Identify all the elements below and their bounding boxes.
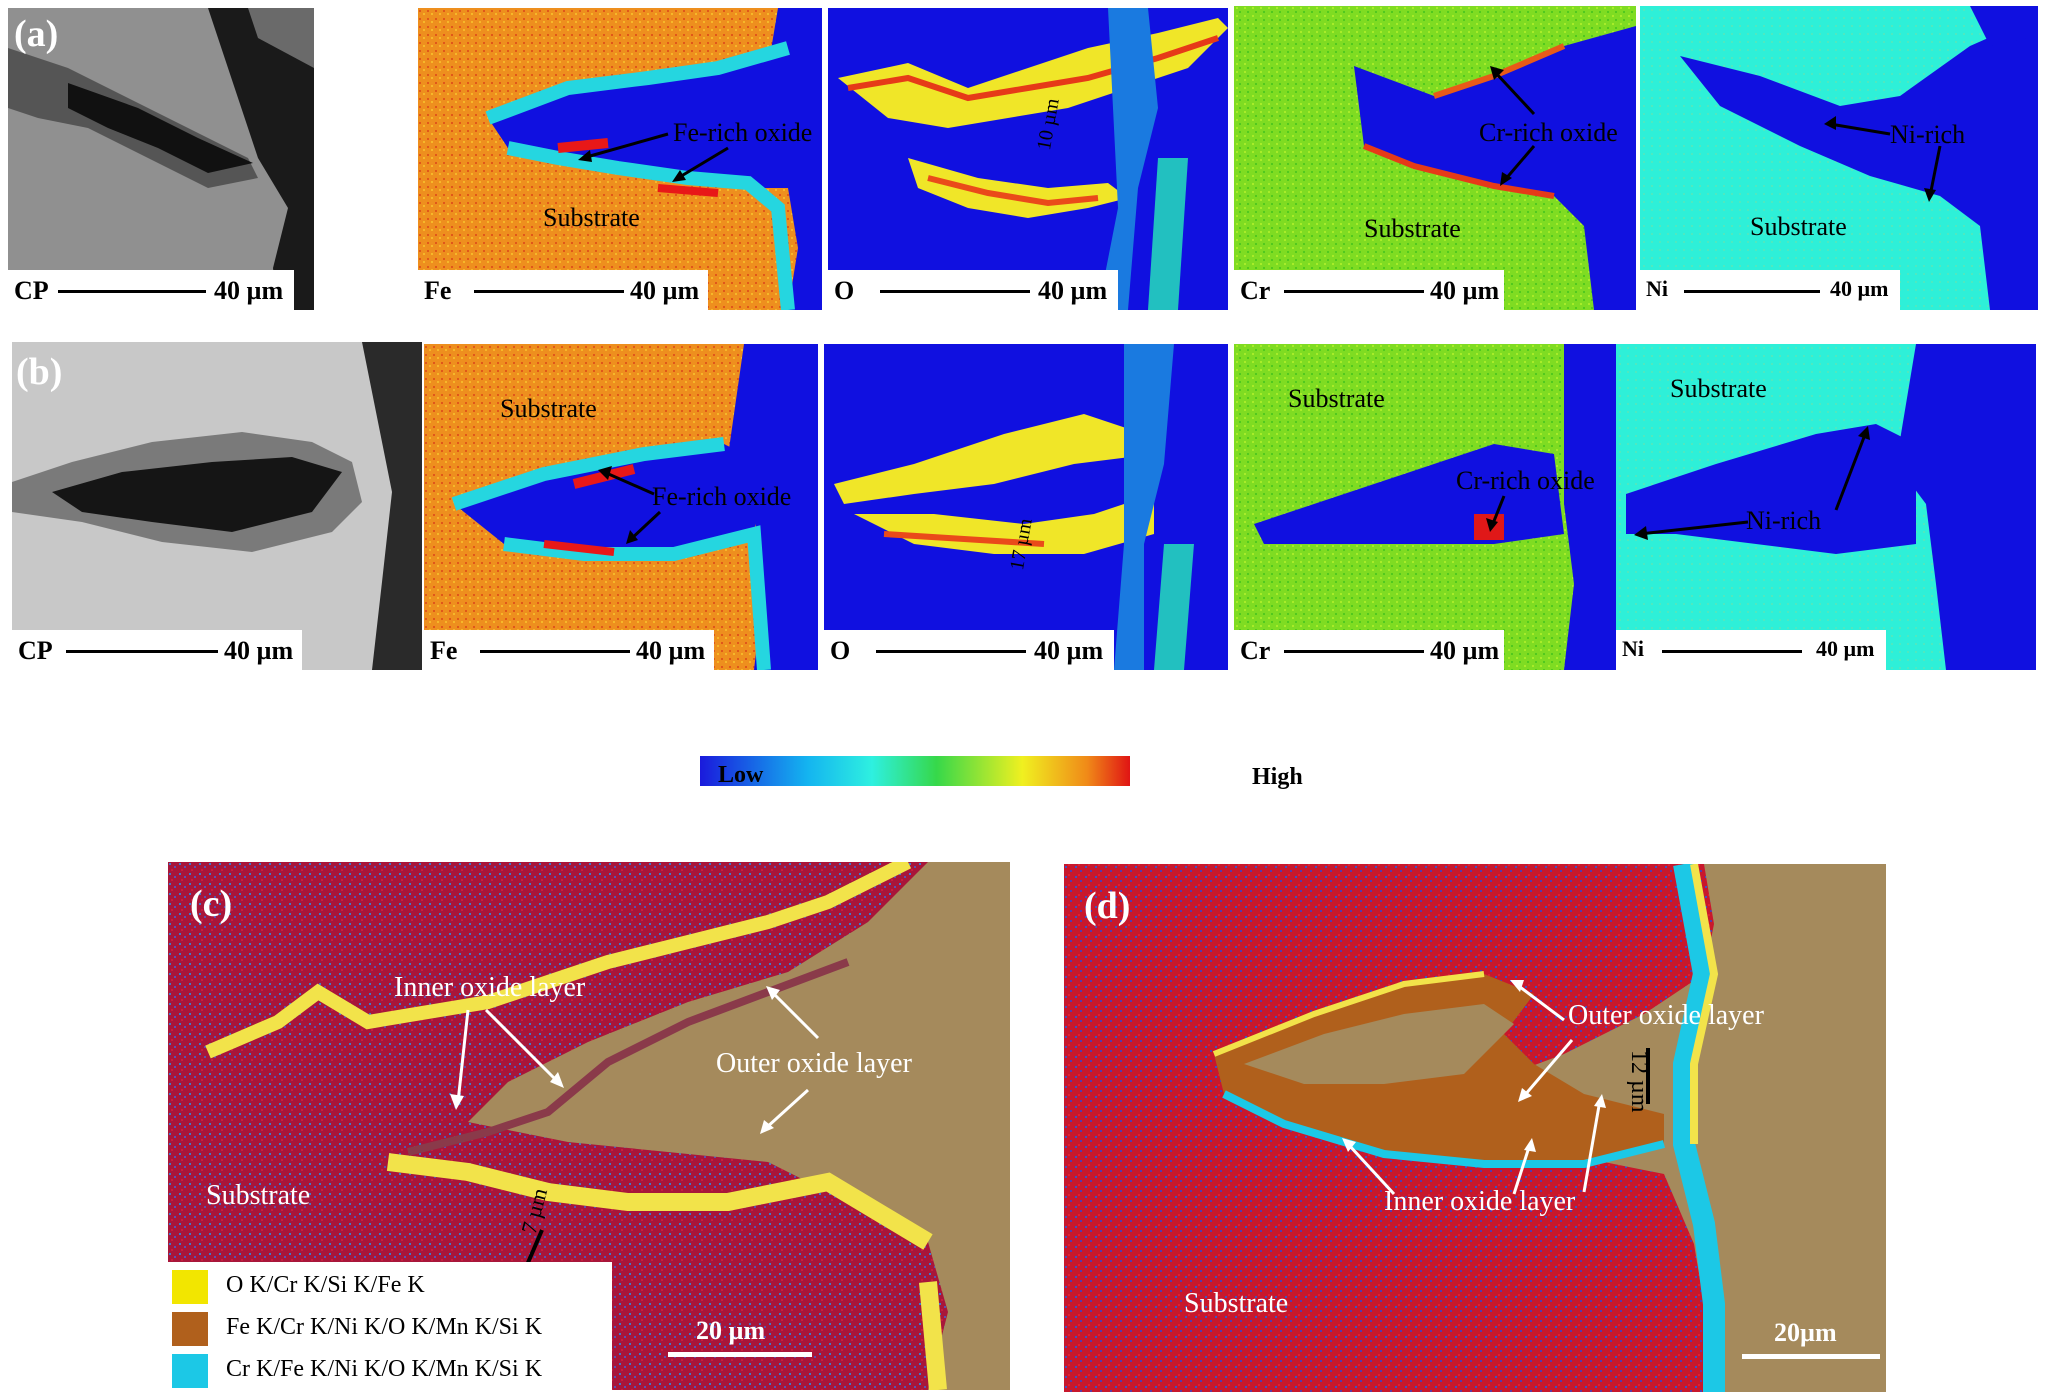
- colorbar: Low High: [700, 756, 1340, 806]
- legend-label: O K/Cr K/Si K/Fe K: [226, 1272, 425, 1298]
- element-label: CP: [14, 276, 49, 305]
- scale-strip: CP 40 µm: [12, 630, 302, 670]
- outer-oxide-layer-label: Outer oxide layer: [716, 1048, 912, 1079]
- element-label: Ni: [1622, 636, 1644, 661]
- colorbar-low-label: Low: [718, 762, 764, 788]
- panel-d-map: (d) Outer oxide layer Inner oxide layer …: [1064, 864, 1886, 1392]
- scale-strip: Cr 40 µm: [1234, 630, 1504, 670]
- legend: O K/Cr K/Si K/Fe K Fe K/Cr K/Ni K/O K/Mn…: [168, 1262, 612, 1390]
- panel-letter-b: (b): [16, 351, 63, 393]
- scale-bar: [880, 290, 1030, 293]
- scale-bar: [58, 290, 206, 293]
- fe-rich-oxide-label: Fe-rich oxide: [652, 482, 792, 511]
- inner-oxide-layer-label: Inner oxide layer: [1384, 1186, 1576, 1217]
- scale-bar: [1662, 650, 1802, 653]
- outer-oxide-layer-label: Outer oxide layer: [1568, 1000, 1764, 1031]
- substrate-label: Substrate: [1184, 1288, 1289, 1319]
- cp-image-a: [8, 8, 314, 310]
- o-map-b: [824, 344, 1228, 670]
- panel-c-map: (c) Inner oxide layer Outer oxide layer …: [168, 862, 1010, 1390]
- ni-map-a: [1640, 6, 2038, 310]
- row-a-o-map: 10 µm O 40 µm: [828, 8, 1228, 310]
- fe-map-b: [424, 344, 818, 670]
- legend-label: Fe K/Cr K/Ni K/O K/Mn K/Si K: [226, 1314, 543, 1340]
- scale-strip: CP 40 µm: [8, 270, 294, 310]
- phase-map-d: [1064, 864, 1886, 1392]
- scale-bar: [668, 1352, 812, 1357]
- element-label: O: [830, 636, 851, 665]
- scale-label: 40 µm: [636, 636, 706, 665]
- element-label: Cr: [1240, 636, 1271, 665]
- row-a-fe-map: Fe-rich oxide Substrate Fe 40 µm: [418, 8, 822, 310]
- scale-bar: [1684, 290, 1820, 293]
- thickness-label: 12 µm: [1626, 1050, 1652, 1113]
- scale-bar: [480, 650, 630, 653]
- substrate-label: Substrate: [206, 1180, 311, 1211]
- scale-strip: Ni 40 µm: [1616, 630, 1886, 670]
- row-b-cr-map: Substrate Cr-rich oxide Cr 40 µm: [1234, 344, 1634, 670]
- ni-rich-label: Ni-rich: [1746, 506, 1822, 535]
- scale-label: 40 µm: [1038, 276, 1108, 305]
- cr-map-a: [1234, 6, 1636, 310]
- scale-strip: Fe 40 µm: [418, 270, 708, 310]
- row-a-ni-map: Ni-rich Substrate Ni 40 µm: [1640, 6, 2038, 310]
- cr-rich-oxide-label: Cr-rich oxide: [1479, 118, 1618, 147]
- scale-strip: O 40 µm: [828, 270, 1118, 310]
- element-label: Fe: [430, 636, 458, 665]
- scale-label: 20 µm: [696, 1316, 766, 1345]
- fe-rich-oxide-label: Fe-rich oxide: [673, 118, 813, 147]
- scale-bar: [1742, 1354, 1880, 1359]
- row-a-cr-map: Cr-rich oxide Substrate Cr 40 µm: [1234, 6, 1636, 310]
- substrate-label: Substrate: [1670, 374, 1767, 403]
- o-map-a: [828, 8, 1228, 310]
- legend-swatch: [172, 1312, 208, 1346]
- panel-letter-d: (d): [1084, 885, 1131, 927]
- inner-oxide-layer-label: Inner oxide layer: [394, 972, 586, 1003]
- scale-label: 40 µm: [1034, 636, 1104, 665]
- scale-bar: [876, 650, 1026, 653]
- row-b-ni-map: Substrate Ni-rich Ni 40 µm: [1616, 344, 2036, 670]
- scale-label: 40 µm: [1430, 636, 1500, 665]
- substrate-label: Substrate: [1288, 384, 1385, 413]
- element-label: O: [834, 276, 855, 305]
- scale-bar: [474, 290, 624, 293]
- colorbar-high-label: High: [1252, 764, 1303, 790]
- row-a-cp-map: (a) CP 40 µm: [8, 8, 314, 310]
- scale-strip: Fe 40 µm: [424, 630, 714, 670]
- cp-image-b: [12, 342, 422, 670]
- scale-bar: [1284, 290, 1424, 293]
- legend-label: Cr K/Fe K/Ni K/O K/Mn K/Si K: [226, 1356, 543, 1382]
- substrate-label: Substrate: [500, 394, 597, 423]
- scale-label: 40 µm: [214, 276, 284, 305]
- scale-bar: [1284, 650, 1424, 653]
- scale-label: 40 µm: [1430, 276, 1500, 305]
- cr-rich-oxide-label: Cr-rich oxide: [1456, 466, 1595, 495]
- row-b-fe-map: Substrate Fe-rich oxide Fe 40 µm: [424, 344, 818, 670]
- element-label: Fe: [424, 276, 452, 305]
- scale-label: 40 µm: [630, 276, 700, 305]
- scale-strip: O 40 µm: [824, 630, 1114, 670]
- scale-bar: [66, 650, 218, 653]
- row-b-cp-map: (b) CP 40 µm: [12, 342, 422, 670]
- panel-letter-a: (a): [14, 13, 59, 55]
- panel-letter-c: (c): [190, 883, 233, 925]
- scale-label: 20µm: [1774, 1318, 1837, 1347]
- substrate-label: Substrate: [543, 203, 640, 232]
- legend-swatch: [172, 1270, 208, 1304]
- scale-label: 40 µm: [224, 636, 294, 665]
- legend-swatch: [172, 1354, 208, 1388]
- scale-label: 40 µm: [1830, 276, 1889, 301]
- fe-map-a: [418, 8, 822, 310]
- row-b-o-map: 17 µm O 40 µm: [824, 344, 1228, 670]
- scale-strip: Cr 40 µm: [1234, 270, 1504, 310]
- colorbar-gradient: [700, 756, 1130, 786]
- ni-rich-label: Ni-rich: [1890, 120, 1966, 149]
- scale-label: 40 µm: [1816, 636, 1875, 661]
- scale-strip: Ni 40 µm: [1640, 270, 1900, 310]
- element-label: Cr: [1240, 276, 1271, 305]
- substrate-label: Substrate: [1750, 212, 1847, 241]
- element-label: Ni: [1646, 276, 1668, 301]
- substrate-label: Substrate: [1364, 214, 1461, 243]
- element-label: CP: [18, 636, 53, 665]
